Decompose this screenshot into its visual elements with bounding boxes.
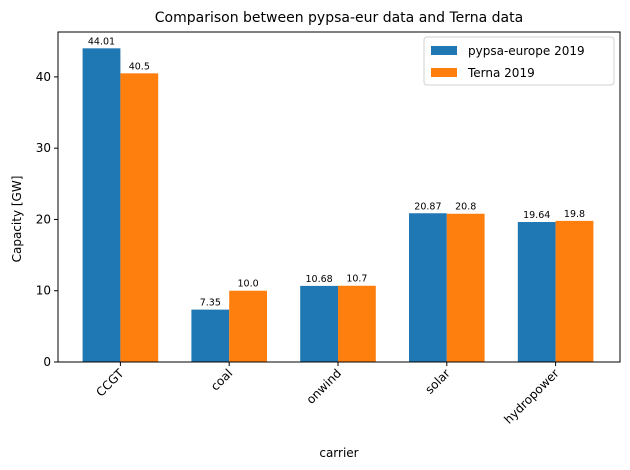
series-0: 44.01 7.35 10.68 20.87 19.64 — [82, 36, 556, 363]
bar — [82, 48, 121, 363]
x-tick-label: hydropower — [501, 366, 561, 426]
data-label: 10.68 — [305, 274, 332, 285]
y-tick-label: 20 — [36, 212, 51, 226]
legend: pypsa-europe 2019 Terna 2019 — [423, 36, 615, 86]
bar — [191, 309, 230, 362]
bar — [229, 290, 267, 362]
x-tick-label: coal — [208, 366, 235, 393]
bar — [120, 73, 159, 362]
bar — [409, 213, 447, 362]
bar — [300, 285, 338, 362]
data-label: 40.5 — [129, 61, 150, 72]
data-label: 7.35 — [200, 298, 221, 309]
x-tick-label: onwind — [304, 366, 345, 407]
bar — [338, 285, 376, 362]
data-label: 20.87 — [414, 201, 441, 212]
axes-frame — [57, 31, 621, 363]
chart-title: Comparison between pypsa-eur data and Te… — [155, 10, 523, 26]
y-axis-label: Capacity [GW] — [10, 176, 24, 263]
bar — [555, 220, 594, 362]
y-tick-label: 0 — [43, 355, 51, 369]
data-label: 20.8 — [455, 202, 476, 213]
y-tick-label: 30 — [36, 141, 51, 155]
data-label: 10.0 — [238, 279, 259, 290]
legend-swatch — [431, 68, 457, 77]
data-label: 19.8 — [564, 209, 585, 220]
data-label: 10.7 — [346, 274, 367, 285]
legend-label: pypsa-europe 2019 — [468, 44, 585, 58]
bar — [517, 222, 556, 362]
y-tick-label: 40 — [36, 70, 51, 84]
legend-label: Terna 2019 — [467, 66, 535, 80]
x-axis-label: carrier — [319, 446, 358, 460]
x-tick-label: solar — [422, 366, 453, 397]
bar — [446, 213, 485, 362]
data-label: 44.01 — [88, 36, 115, 47]
plot-area: 44.01 7.35 10.68 20.87 19.64 40.5 10.0 10.7 20.8… — [36, 31, 621, 427]
legend-swatch — [431, 46, 457, 55]
x-tick-label: CCGT — [93, 366, 127, 400]
y-tick-label: 10 — [36, 284, 51, 298]
data-label: 19.64 — [523, 210, 550, 221]
legend-box — [423, 36, 615, 86]
series-1: 40.5 10.0 10.7 20.8 19.8 — [120, 61, 594, 362]
